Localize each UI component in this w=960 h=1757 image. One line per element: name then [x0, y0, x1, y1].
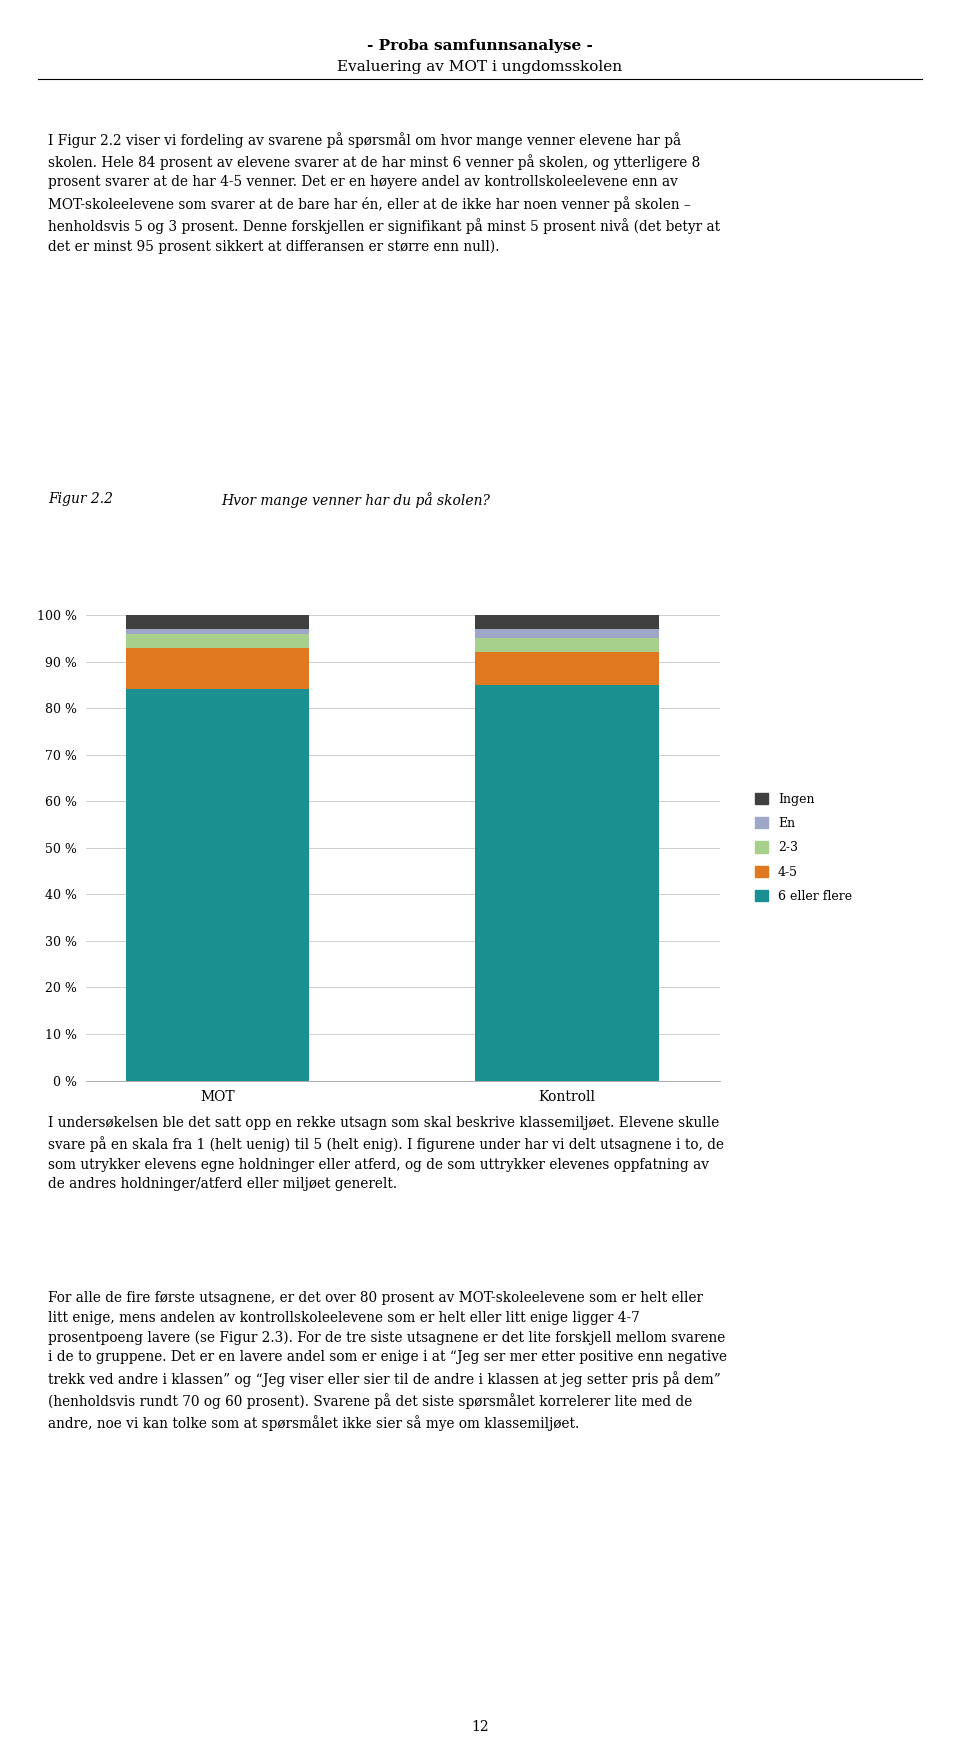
Bar [126, 689, 309, 1081]
Bar [475, 638, 659, 652]
Text: 12: 12 [471, 1720, 489, 1734]
Text: I Figur 2.2 viser vi fordeling av svarene på spørsmål om hvor mange venner eleve: I Figur 2.2 viser vi fordeling av svaren… [48, 132, 720, 255]
Text: Figur 2.2: Figur 2.2 [48, 492, 113, 506]
Bar [475, 685, 659, 1081]
Legend: Ingen, En, 2-3, 4-5, 6 eller flere: Ingen, En, 2-3, 4-5, 6 eller flere [752, 789, 855, 907]
Bar [126, 615, 309, 629]
Bar [126, 634, 309, 648]
Bar [475, 629, 659, 638]
Text: - Proba samfunnsanalyse -: - Proba samfunnsanalyse - [367, 39, 593, 53]
Bar [475, 615, 659, 629]
Text: I undersøkelsen ble det satt opp en rekke utsagn som skal beskrive klassemiljøet: I undersøkelsen ble det satt opp en rekk… [48, 1116, 724, 1191]
Bar [475, 652, 659, 685]
Text: Hvor mange venner har du på skolen?: Hvor mange venner har du på skolen? [221, 492, 490, 508]
Bar [126, 648, 309, 689]
Text: Evaluering av MOT i ungdomsskolen: Evaluering av MOT i ungdomsskolen [337, 60, 623, 74]
Text: For alle de fire første utsagnene, er det over 80 prosent av MOT-skoleelevene so: For alle de fire første utsagnene, er de… [48, 1291, 727, 1432]
Bar [126, 629, 309, 634]
